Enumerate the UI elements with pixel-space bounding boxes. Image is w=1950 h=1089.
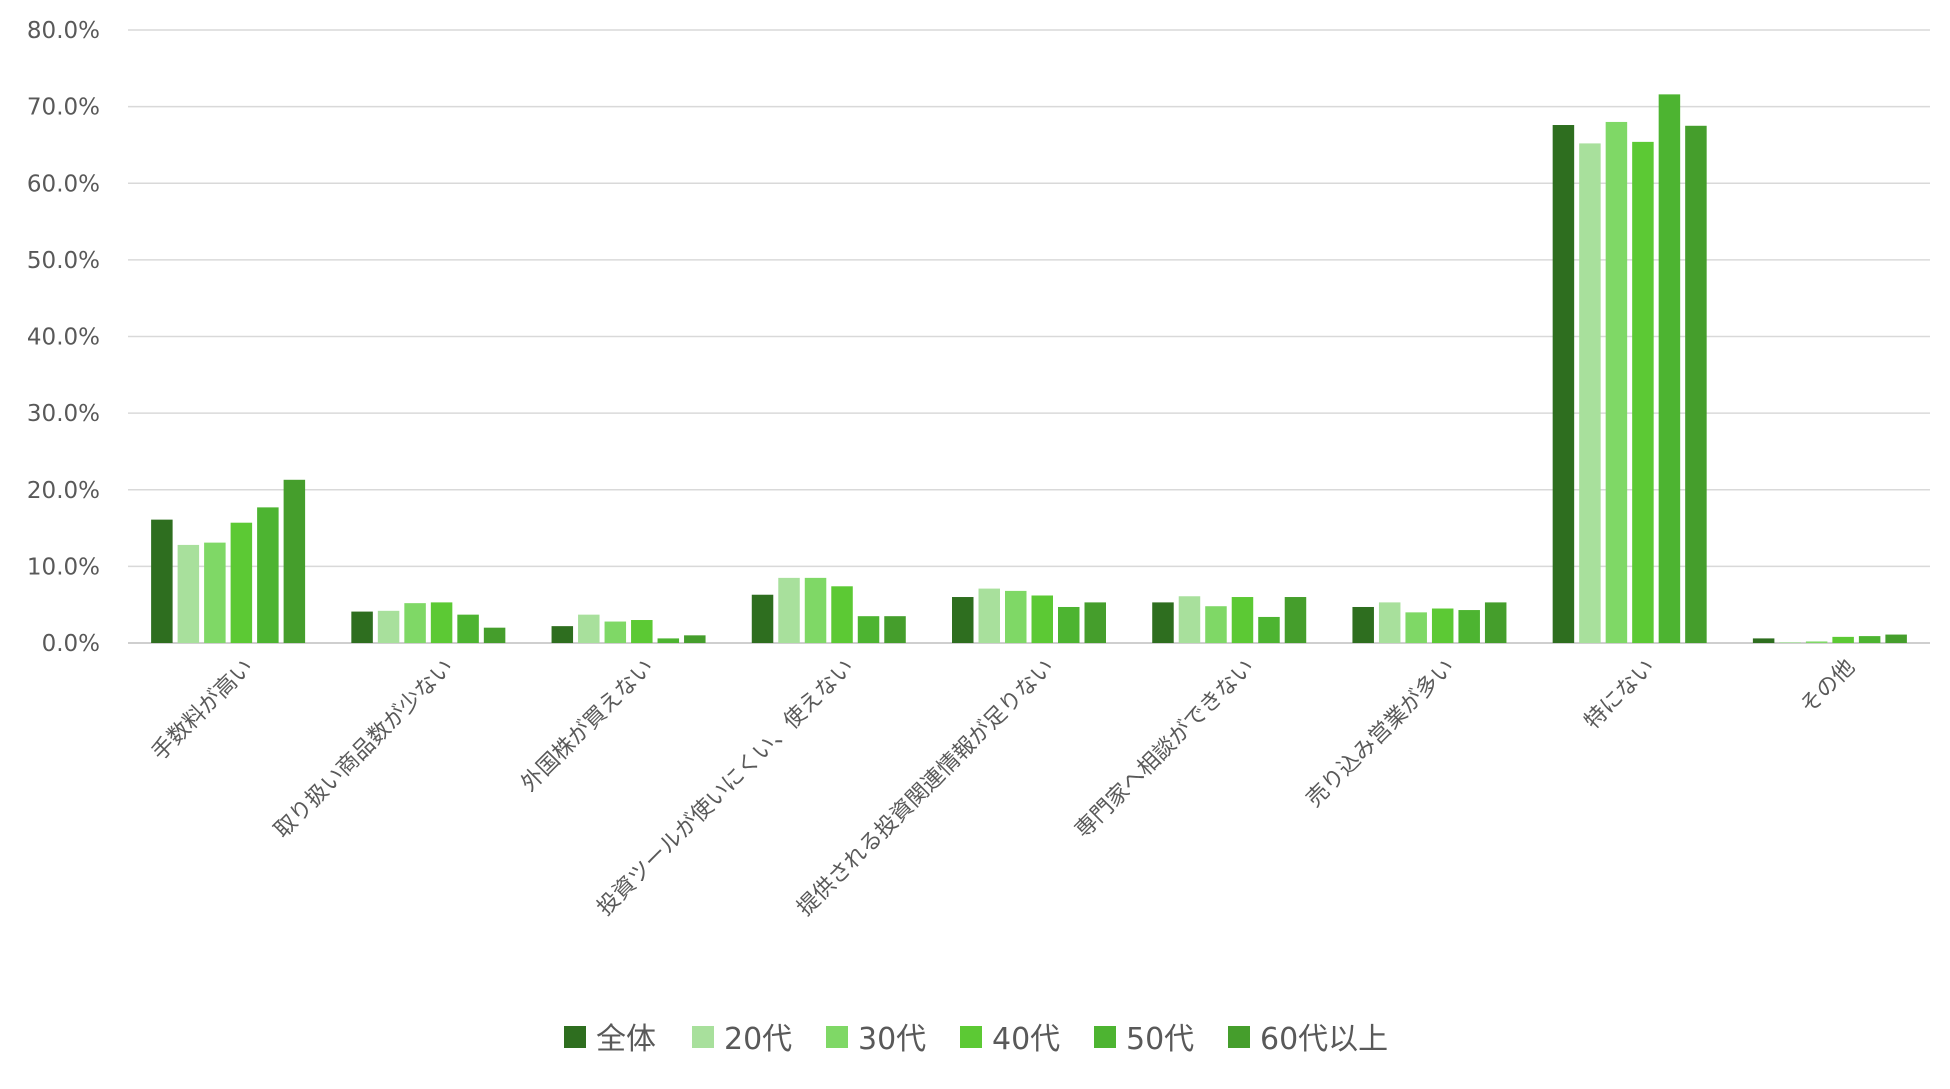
bar <box>1231 597 1254 643</box>
bar <box>1458 610 1480 643</box>
bar <box>857 616 880 643</box>
x-axis-category-labels: 手数料が高い 取り扱い商品数が少ない 外国株が買えない投資ツールが使いにくい、使えな… <box>147 655 1860 922</box>
bar <box>1005 590 1027 643</box>
bar <box>1685 125 1707 643</box>
bar <box>1258 616 1280 643</box>
legend-swatch <box>826 1026 848 1048</box>
y-tick-label: 30.0% <box>27 401 100 427</box>
bar <box>751 594 774 643</box>
legend-swatch <box>960 1026 982 1048</box>
bar <box>204 542 226 643</box>
bar <box>551 626 574 643</box>
legend: 全体 20代 30代 40代 50代 60代以上 <box>564 1022 1388 1057</box>
bar <box>151 519 173 643</box>
bar <box>1378 602 1401 643</box>
bar <box>230 522 253 643</box>
bar <box>1484 602 1507 643</box>
bar <box>1178 596 1201 643</box>
bars <box>151 94 1907 644</box>
bar <box>1205 606 1227 643</box>
y-tick-label: 0.0% <box>42 631 100 657</box>
x-category-label: 売り込み営業が多い <box>1302 655 1460 813</box>
bar <box>1352 606 1374 643</box>
y-tick-label: 40.0% <box>27 325 100 351</box>
bar <box>1284 597 1307 643</box>
bar <box>1632 141 1654 643</box>
bar <box>604 621 627 643</box>
legend-swatch <box>564 1026 586 1048</box>
bar <box>1885 634 1907 643</box>
bar <box>177 544 200 643</box>
y-tick-label: 70.0% <box>27 95 100 121</box>
x-category-label: 手数料が高い <box>147 655 258 766</box>
bar <box>457 614 479 643</box>
y-axis-tick-labels: 0.0% 10.0% 20.0% 30.0% 40.0% 50.0% 60.0% 70.0% 8… <box>27 18 100 657</box>
legend-label: 30代 <box>858 1022 926 1057</box>
bar <box>1752 638 1775 643</box>
y-tick-label: 10.0% <box>27 554 100 580</box>
bar <box>351 611 373 643</box>
bar <box>430 602 453 643</box>
bar <box>1552 125 1575 643</box>
legend-label: 60代以上 <box>1260 1022 1388 1057</box>
bar <box>1031 595 1053 643</box>
bar <box>483 627 506 643</box>
legend-label: 50代 <box>1126 1022 1194 1057</box>
x-category-label: 特にない <box>1580 655 1660 735</box>
bar <box>1605 121 1628 643</box>
bar <box>1431 608 1454 643</box>
bar <box>831 586 853 643</box>
bar <box>884 616 906 643</box>
x-category-label: 取り扱い商品数が少ない <box>270 655 459 844</box>
bar <box>578 614 600 643</box>
bar <box>778 577 800 643</box>
bar <box>1779 642 1801 643</box>
bar <box>1405 612 1427 643</box>
x-category-label: 外国株が買えない <box>517 655 659 797</box>
bar <box>1832 636 1854 643</box>
x-category-label: その他 <box>1796 655 1860 719</box>
y-tick-label: 60.0% <box>27 171 100 197</box>
y-tick-label: 20.0% <box>27 478 100 504</box>
bar <box>404 603 426 643</box>
bar <box>1152 602 1174 643</box>
bar <box>377 610 400 643</box>
bar <box>283 479 306 643</box>
legend-label: 20代 <box>724 1022 792 1057</box>
bar <box>804 577 827 643</box>
bar <box>1858 636 1881 643</box>
bar <box>1058 606 1080 643</box>
legend-swatch <box>1228 1026 1250 1048</box>
bar <box>1805 641 1828 643</box>
bar <box>657 638 680 643</box>
bar <box>978 588 1000 643</box>
bar <box>631 620 653 643</box>
bar <box>1658 94 1681 644</box>
bar <box>1084 602 1106 643</box>
legend-label: 全体 <box>596 1022 656 1057</box>
bar <box>1579 143 1601 643</box>
legend-swatch <box>1094 1026 1116 1048</box>
gridlines <box>128 29 1930 644</box>
legend-swatch <box>692 1026 714 1048</box>
bar <box>257 507 279 643</box>
y-tick-label: 80.0% <box>27 18 100 44</box>
legend-label: 40代 <box>992 1022 1060 1057</box>
bar <box>684 635 706 643</box>
x-category-label: 専門家へ相談ができない <box>1071 655 1260 844</box>
bar <box>952 597 974 643</box>
y-tick-label: 50.0% <box>27 248 100 274</box>
